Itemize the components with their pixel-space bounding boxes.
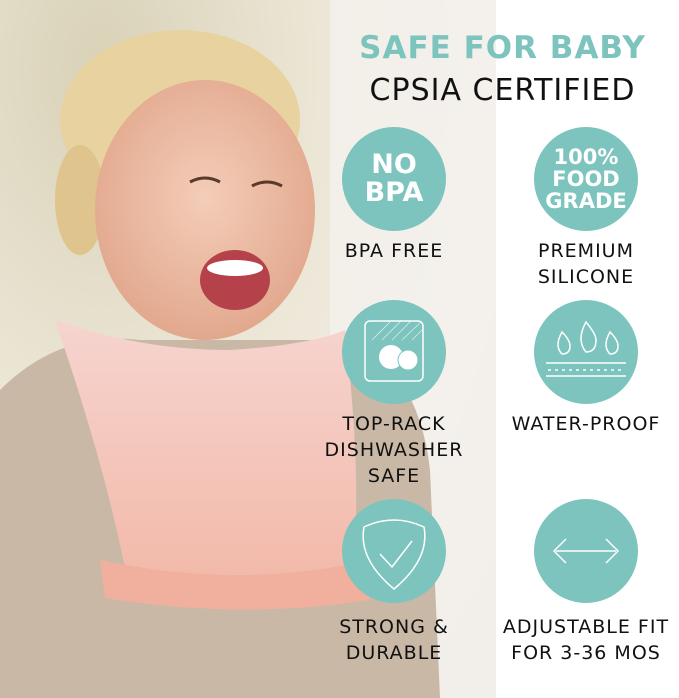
label-line: DISHWASHER — [324, 439, 464, 461]
feature-label-premium-silicone: PREMIUM SILICONE — [496, 238, 676, 290]
feature-label-adjustable-fit: ADJUSTABLE FIT FOR 3-36 MOS — [486, 614, 679, 666]
no-bpa-badge: NO BPA — [342, 127, 446, 231]
label-line: TOP-RACK — [342, 413, 446, 435]
label-line: WATER-PROOF — [511, 413, 661, 435]
badge-text: FOOD — [552, 167, 620, 191]
label-line: DURABLE — [345, 642, 443, 664]
label-line: STRONG & — [339, 616, 449, 638]
badge-text: NO — [371, 149, 417, 180]
dishwasher-icon — [342, 300, 446, 404]
feature-label-dishwasher-safe: TOP-RACK DISHWASHER SAFE — [304, 411, 484, 489]
badge-text: BPA — [364, 177, 424, 208]
food-grade-badge: 100% FOOD GRADE — [534, 127, 638, 231]
label-line: FOR 3-36 MOS — [511, 642, 661, 664]
badge-text: GRADE — [545, 189, 627, 213]
badge-text: 100% — [553, 145, 619, 169]
subheadline: CPSIA CERTIFIED — [369, 73, 636, 108]
feature-label-bpa-free: BPA FREE — [304, 238, 484, 264]
label-line: SILICONE — [537, 266, 635, 288]
double-arrow-icon — [534, 499, 638, 603]
feature-label-strong-durable: STRONG & DURABLE — [304, 614, 484, 666]
label-line: PREMIUM — [538, 240, 634, 262]
water-drops-icon — [534, 300, 638, 404]
label-line: ADJUSTABLE FIT — [502, 616, 670, 638]
label-line: BPA FREE — [344, 240, 444, 262]
headline: SAFE FOR BABY — [359, 30, 646, 66]
shield-check-icon — [342, 499, 446, 603]
label-line: SAFE — [367, 465, 421, 487]
feature-label-waterproof: WATER-PROOF — [496, 411, 676, 437]
